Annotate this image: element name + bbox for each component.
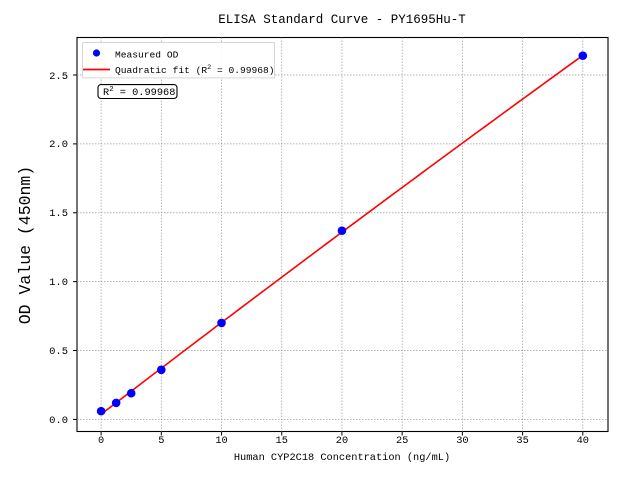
- svg-text:2.5: 2.5: [49, 71, 68, 83]
- svg-text:OD Value (450nm): OD Value (450nm): [16, 166, 35, 324]
- svg-text:Human CYP2C18 Concentration (n: Human CYP2C18 Concentration (ng/mL): [234, 452, 450, 464]
- svg-text:0: 0: [98, 435, 104, 447]
- svg-text:2.0: 2.0: [49, 139, 68, 151]
- svg-text:40: 40: [577, 435, 589, 447]
- svg-text:15: 15: [276, 435, 288, 447]
- svg-text:1.0: 1.0: [49, 277, 68, 289]
- svg-text:R2 = 0.99968: R2 = 0.99968: [103, 86, 175, 99]
- svg-text:10: 10: [215, 435, 227, 447]
- svg-text:Quadratic fit (R2 = 0.99968): Quadratic fit (R2 = 0.99968): [115, 64, 275, 76]
- svg-text:1.5: 1.5: [49, 208, 68, 220]
- svg-text:30: 30: [456, 435, 468, 447]
- svg-text:20: 20: [336, 435, 348, 447]
- svg-text:Measured OD: Measured OD: [115, 50, 179, 61]
- svg-text:0.0: 0.0: [49, 415, 68, 427]
- svg-text:25: 25: [396, 435, 408, 447]
- svg-text:35: 35: [516, 435, 528, 447]
- svg-text:5: 5: [158, 435, 164, 447]
- svg-text:ELISA Standard Curve - PY1695H: ELISA Standard Curve - PY1695Hu-T: [218, 13, 466, 27]
- svg-text:0.5: 0.5: [49, 346, 68, 358]
